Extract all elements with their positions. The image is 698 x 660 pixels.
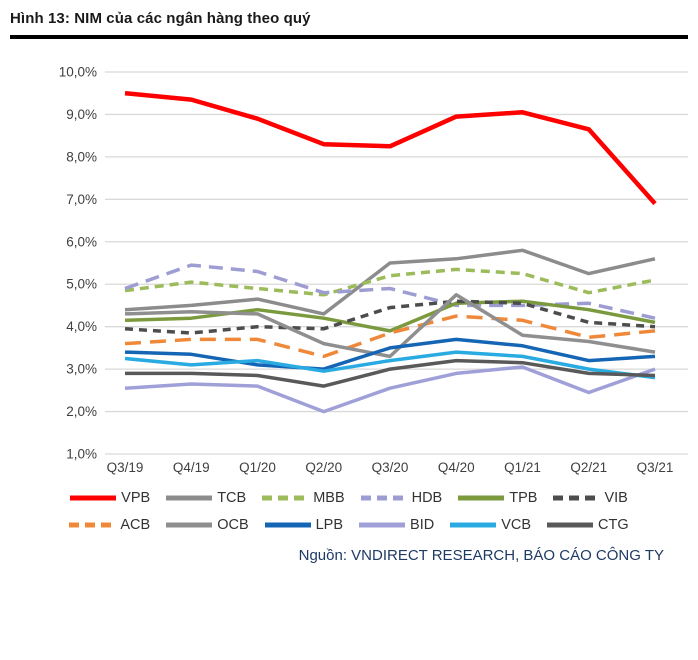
VPB-line-swatch <box>70 495 117 501</box>
y-axis-tick: 1,0% <box>66 447 97 462</box>
legend-label: OCB <box>217 517 249 533</box>
x-axis-tick: Q1/20 <box>239 460 276 475</box>
title-rule <box>10 35 688 39</box>
x-axis-tick: Q3/20 <box>372 460 409 475</box>
legend-item-CTG: CTG <box>547 517 629 533</box>
legend-item-VCB: VCB <box>450 517 531 533</box>
series-line-CTG <box>125 358 656 388</box>
legend-item-LPB: LPB <box>264 517 344 533</box>
ACB-line-swatch <box>69 522 116 528</box>
series-line-TPB <box>124 299 656 333</box>
legend-item-VIB: VIB <box>553 490 628 506</box>
VCB-line-swatch <box>450 522 497 528</box>
OCB-line-swatch <box>166 522 213 528</box>
TPB-line-swatch <box>458 495 505 501</box>
x-axis-tick: Q4/19 <box>173 460 210 475</box>
y-axis-tick: 5,0% <box>66 277 97 292</box>
legend-item-OCB: OCB <box>166 517 249 533</box>
y-axis-tick: 4,0% <box>66 319 97 334</box>
y-axis-tick: 2,0% <box>66 404 97 419</box>
x-axis-tick: Q2/21 <box>570 460 607 475</box>
legend-label: VCB <box>501 517 532 533</box>
legend-row: VPB TCB MBB HDB TPB VIB <box>64 490 634 506</box>
series-line-BID <box>124 365 656 414</box>
legend-row: ACB OCB LPB BID VCB CTG <box>63 517 634 533</box>
legend-label: CTG <box>598 517 629 533</box>
legend-label: TCB <box>217 490 247 506</box>
series-line-MBB <box>124 267 656 297</box>
y-axis-tick: 7,0% <box>66 192 97 207</box>
legend-label: LPB <box>315 517 344 533</box>
source-note: Nguồn: VNDIRECT RESEARCH, BÁO CÁO CÔNG T… <box>298 547 664 564</box>
series-line-ACB <box>124 314 656 359</box>
legend-label: MBB <box>313 490 345 506</box>
series-line-OCB <box>124 293 656 359</box>
x-axis-tick: Q3/21 <box>637 460 674 475</box>
y-axis-tick: 9,0% <box>66 107 97 122</box>
legend-item-TPB: TPB <box>458 490 537 506</box>
legend-label: HDB <box>411 490 443 506</box>
nim-line-chart: 10,0% 9,0% 8,0% 7,0% 6,0% 5,0% 4,0% 3,0% 2,0% 1,0… <box>59 65 688 475</box>
CTG-line-swatch <box>547 522 594 528</box>
legend-label: TPB <box>509 490 538 506</box>
x-axis-tick: Q3/19 <box>107 460 144 475</box>
series-line-TCB <box>124 248 656 316</box>
figure-title: Hình 13: NIM của các ngân hàng theo quý <box>10 10 311 27</box>
legend-item-BID: BID <box>359 517 434 533</box>
series-line-LPB <box>124 337 656 371</box>
series-line-VCB <box>124 350 656 380</box>
x-axis-tick: Q4/20 <box>438 460 475 475</box>
series-line-HDB <box>124 263 656 320</box>
y-axis-tick: 8,0% <box>66 149 97 164</box>
VIB-line-swatch <box>553 495 600 501</box>
legend-label: ACB <box>120 517 151 533</box>
x-axis-tick: Q2/20 <box>305 460 342 475</box>
BID-line-swatch <box>359 522 406 528</box>
series-line-VIB <box>124 299 656 335</box>
LPB-line-swatch <box>264 522 311 528</box>
MBB-line-swatch <box>262 495 309 501</box>
y-axis-tick: 6,0% <box>66 234 97 249</box>
legend-item-VPB: VPB <box>70 490 150 506</box>
legend-item-TCB: TCB <box>166 490 246 506</box>
series-line-VPB <box>124 90 657 206</box>
TCB-line-swatch <box>166 495 213 501</box>
legend-label: VPB <box>121 490 151 506</box>
chart-legend: VPB TCB MBB HDB TPB VIB ACB OCB LPB BID VCB CTG <box>0 490 698 533</box>
y-axis-tick: 10,0% <box>59 65 97 80</box>
legend-item-MBB: MBB <box>262 490 345 506</box>
y-axis-tick: 3,0% <box>66 362 97 377</box>
legend-label: BID <box>410 517 435 533</box>
x-axis-tick: Q1/21 <box>504 460 541 475</box>
legend-item-ACB: ACB <box>69 517 150 533</box>
HDB-line-swatch <box>360 495 407 501</box>
legend-label: VIB <box>604 490 628 506</box>
legend-item-HDB: HDB <box>360 490 443 506</box>
